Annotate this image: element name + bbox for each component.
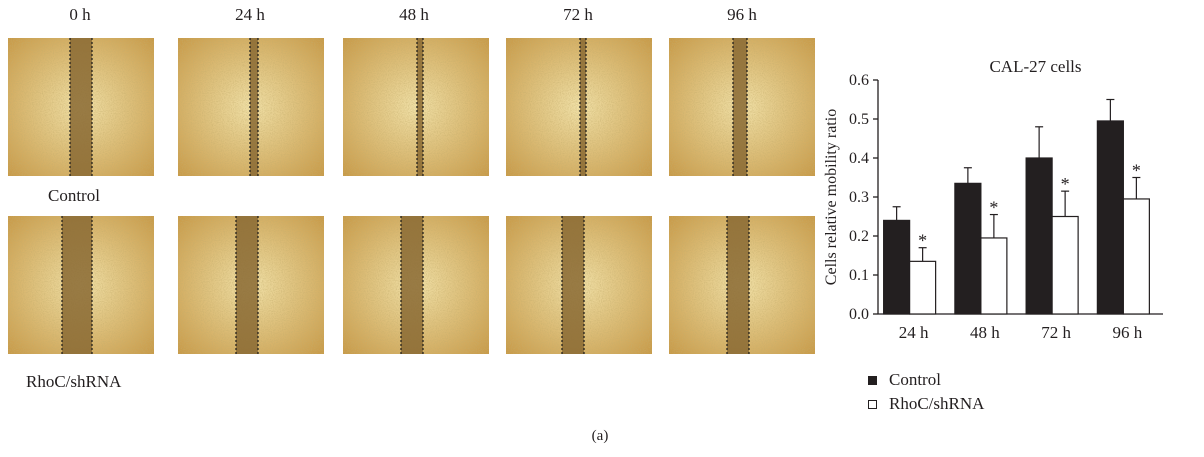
micrograph-rhoc-shrna-24h xyxy=(178,216,324,354)
y-tick-label: 0.0 xyxy=(849,306,869,323)
bar-rhoc-shrna-96h xyxy=(1122,198,1150,315)
scratch-gap xyxy=(580,38,586,176)
chart-title: CAL-27 cells xyxy=(989,57,1081,76)
bar-rhoc-shrna-72h xyxy=(1051,215,1079,315)
x-tick-label: 72 h xyxy=(1041,323,1071,342)
bar-control-96h xyxy=(1096,120,1124,315)
timepoint-label-48h: 48 h xyxy=(399,5,429,24)
bar-rhoc-shrna-24h xyxy=(909,260,937,315)
micrograph-rhoc-shrna-48h xyxy=(343,216,489,354)
timepoint-label-96h: 96 h xyxy=(727,5,757,24)
legend-swatch-control xyxy=(868,375,877,385)
chart-legend: Control RhoC/shRNA xyxy=(868,368,984,416)
scratch-gap xyxy=(236,216,258,354)
significance-asterisk: * xyxy=(1061,174,1070,194)
scratch-gap xyxy=(250,38,258,176)
y-tick-label: 0.2 xyxy=(849,228,869,245)
scratch-gap xyxy=(401,216,423,354)
scratch-gap xyxy=(70,38,92,176)
micrograph-rhoc-shrna-72h xyxy=(506,216,652,354)
x-tick-label: 24 h xyxy=(899,323,929,342)
micrograph-rhoc-shrna-0h xyxy=(8,216,154,354)
scratch-gap xyxy=(727,216,749,354)
y-tick-label: 0.3 xyxy=(849,189,869,206)
legend-item-rhoc-shrna: RhoC/shRNA xyxy=(868,392,984,416)
bar-rhoc-shrna-48h xyxy=(980,237,1008,315)
timepoint-label-72h: 72 h xyxy=(563,5,593,24)
micrograph-control-0h xyxy=(8,38,154,176)
mobility-ratio-bar-chart: CAL-27 cells Cells relative mobility rati… xyxy=(823,57,1163,342)
micrograph-control-72h xyxy=(506,38,652,176)
legend-swatch-rhoc-shrna xyxy=(868,399,877,409)
scratch-gap xyxy=(417,38,423,176)
y-tick-label: 0.4 xyxy=(849,150,869,167)
micrograph-control-24h xyxy=(178,38,324,176)
row-label-rhoc-shrna: RhoC/shRNA xyxy=(26,372,122,391)
micrograph-control-96h xyxy=(669,38,815,176)
timepoint-label-0h: 0 h xyxy=(69,5,91,24)
y-tick-label: 0.5 xyxy=(849,111,869,128)
significance-asterisk: * xyxy=(989,198,998,218)
scratch-gap xyxy=(562,216,584,354)
y-tick-label: 0.1 xyxy=(849,267,869,284)
x-tick-label: 48 h xyxy=(970,323,1000,342)
significance-asterisk: * xyxy=(918,231,927,251)
bar-control-72h xyxy=(1025,157,1053,315)
figure-caption: (a) xyxy=(591,428,609,444)
micrograph-control-48h xyxy=(343,38,489,176)
legend-label-control: Control xyxy=(889,370,941,389)
timepoint-label-24h: 24 h xyxy=(235,5,265,24)
micrograph-rhoc-shrna-96h xyxy=(669,216,815,354)
legend-item-control: Control xyxy=(868,368,984,392)
scratch-gap xyxy=(733,38,747,176)
row-label-control: Control xyxy=(48,186,100,205)
bar-control-48h xyxy=(954,182,982,315)
scratch-gap xyxy=(62,216,92,354)
y-axis-label: Cells relative mobility ratio xyxy=(823,109,840,285)
significance-asterisk: * xyxy=(1132,161,1141,181)
bar-control-24h xyxy=(883,219,911,315)
x-tick-label: 96 h xyxy=(1113,323,1143,342)
y-tick-label: 0.6 xyxy=(849,72,869,89)
legend-label-rhoc-shrna: RhoC/shRNA xyxy=(889,394,985,413)
